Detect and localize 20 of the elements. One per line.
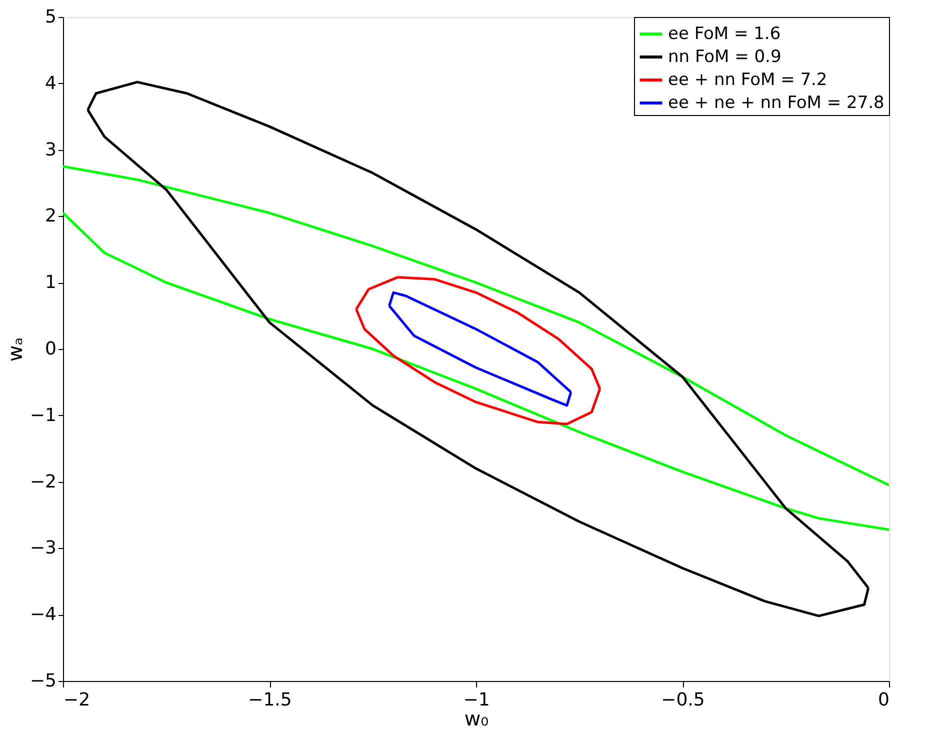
y-tick-label: −2 xyxy=(30,471,56,492)
y-tick-label: 4 xyxy=(45,72,56,94)
y-tick-label: −4 xyxy=(30,604,56,626)
y-tick-label: −3 xyxy=(30,538,56,559)
y-tick-label: −5 xyxy=(30,670,56,692)
x-tick-label: −0.5 xyxy=(661,690,705,710)
legend-label: ee + ne + nn FoM = 27.8 xyxy=(668,93,884,113)
y-axis-title: wₐ xyxy=(2,337,27,362)
x-tick-label: −2 xyxy=(64,690,90,710)
y-tick-label: 2 xyxy=(45,206,56,227)
legend-label: ee + nn FoM = 7.2 xyxy=(668,70,828,90)
y-tick-label: 3 xyxy=(45,139,56,160)
legend-label: nn FoM = 0.9 xyxy=(668,47,782,67)
x-tick-label: −1.5 xyxy=(248,690,292,710)
legend-label: ee FoM = 1.6 xyxy=(668,24,781,44)
y-tick-label: −1 xyxy=(30,404,56,426)
y-tick-label: 1 xyxy=(45,272,56,294)
y-tick-label: 0 xyxy=(45,338,56,360)
x-tick-label: 0 xyxy=(878,690,890,710)
y-tick-label: 5 xyxy=(45,6,56,28)
